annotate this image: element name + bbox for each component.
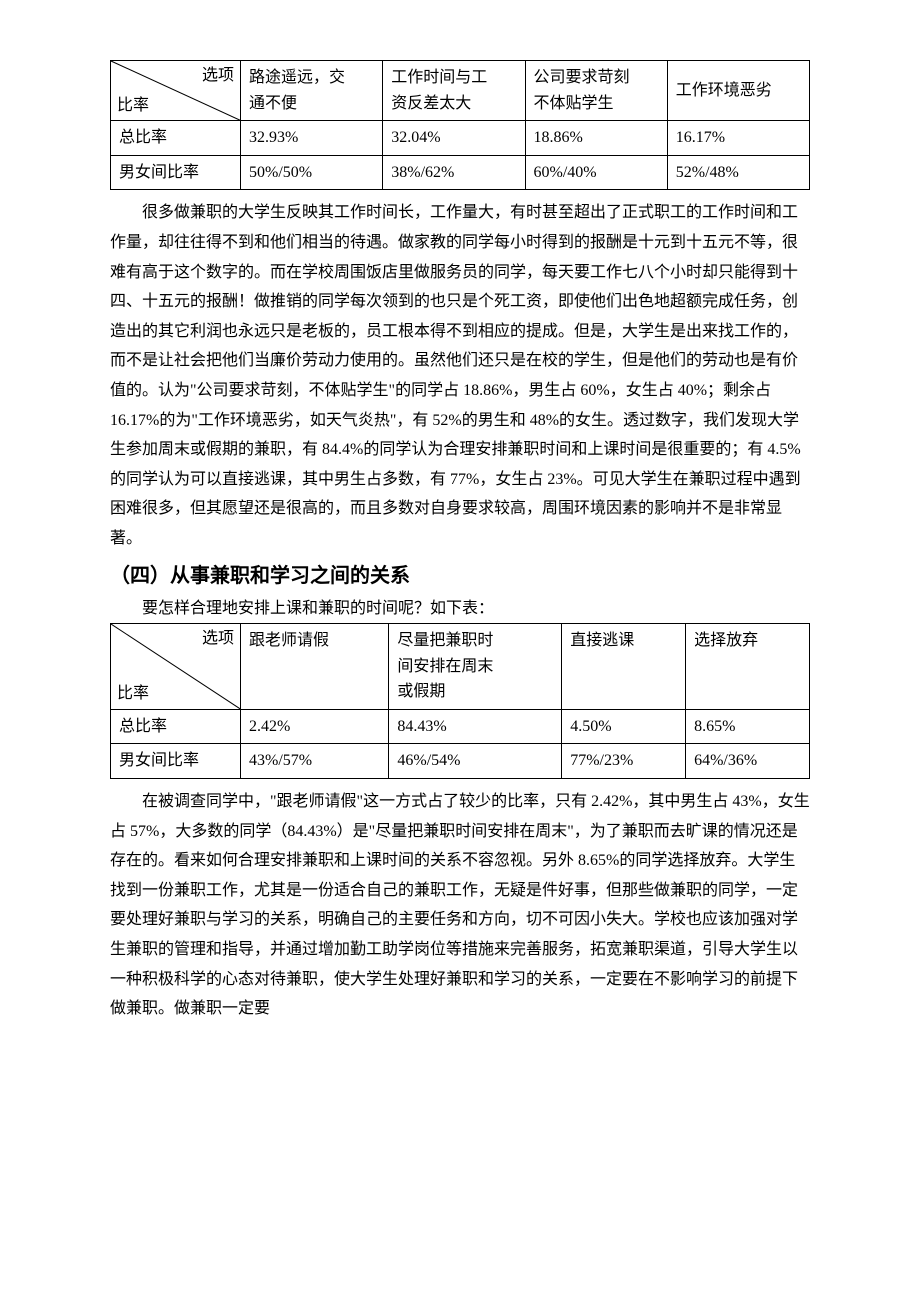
col3-header: 直接逃课 — [562, 624, 686, 710]
cell: 18.86% — [525, 121, 667, 156]
diagonal-header-cell: 选项 比率 — [111, 61, 241, 121]
cell: 46%/54% — [389, 744, 562, 779]
header-bottom-label: 比率 — [117, 93, 149, 119]
cell: 50%/50% — [241, 155, 383, 190]
header-top-label: 选项 — [202, 626, 234, 652]
col1-header: 跟老师请假 — [241, 624, 389, 710]
cell: 32.04% — [383, 121, 525, 156]
col4-header: 选择放弃 — [686, 624, 810, 710]
section-title: （四）从事兼职和学习之间的关系 — [110, 560, 810, 592]
table-row: 男女间比率 43%/57% 46%/54% 77%/23% 64%/36% — [111, 744, 810, 779]
col3-header: 公司要求苛刻 不体贴学生 — [525, 61, 667, 121]
header-bottom-label: 比率 — [117, 681, 149, 707]
col2-header: 尽量把兼职时 间安排在周末 或假期 — [389, 624, 562, 710]
table-row: 总比率 32.93% 32.04% 18.86% 16.17% — [111, 121, 810, 156]
cell: 52%/48% — [667, 155, 809, 190]
diagonal-header-cell: 选项 比率 — [111, 624, 241, 710]
table-row: 男女间比率 50%/50% 38%/62% 60%/40% 52%/48% — [111, 155, 810, 190]
cell: 32.93% — [241, 121, 383, 156]
schedule-table: 选项 比率 跟老师请假 尽量把兼职时 间安排在周末 或假期 直接逃课 选择放弃 … — [110, 623, 810, 779]
table-header-row: 选项 比率 路途遥远，交 通不便 工作时间与工 资反差太大 公司要求苛刻 不体贴… — [111, 61, 810, 121]
col1-header: 路途遥远，交 通不便 — [241, 61, 383, 121]
cell: 2.42% — [241, 709, 389, 744]
paragraph-2: 在被调查同学中，"跟老师请假"这一方式占了较少的比率，只有 2.42%，其中男生… — [110, 787, 810, 1024]
cell: 38%/62% — [383, 155, 525, 190]
row-label: 男女间比率 — [111, 155, 241, 190]
cell: 64%/36% — [686, 744, 810, 779]
paragraph-1: 很多做兼职的大学生反映其工作时间长，工作量大，有时甚至超出了正式职工的工作时间和… — [110, 198, 810, 553]
row-label: 总比率 — [111, 709, 241, 744]
col2-header: 工作时间与工 资反差太大 — [383, 61, 525, 121]
cell: 4.50% — [562, 709, 686, 744]
header-top-label: 选项 — [202, 63, 234, 89]
cell: 16.17% — [667, 121, 809, 156]
table-header-row: 选项 比率 跟老师请假 尽量把兼职时 间安排在周末 或假期 直接逃课 选择放弃 — [111, 624, 810, 710]
row-label: 总比率 — [111, 121, 241, 156]
cell: 84.43% — [389, 709, 562, 744]
sub-text: 要怎样合理地安排上课和兼职的时间呢？如下表： — [110, 594, 810, 624]
cell: 43%/57% — [241, 744, 389, 779]
cell: 77%/23% — [562, 744, 686, 779]
row-label: 男女间比率 — [111, 744, 241, 779]
cell: 60%/40% — [525, 155, 667, 190]
col4-header: 工作环境恶劣 — [667, 61, 809, 121]
difficulty-table: 选项 比率 路途遥远，交 通不便 工作时间与工 资反差太大 公司要求苛刻 不体贴… — [110, 60, 810, 190]
cell: 8.65% — [686, 709, 810, 744]
table-row: 总比率 2.42% 84.43% 4.50% 8.65% — [111, 709, 810, 744]
